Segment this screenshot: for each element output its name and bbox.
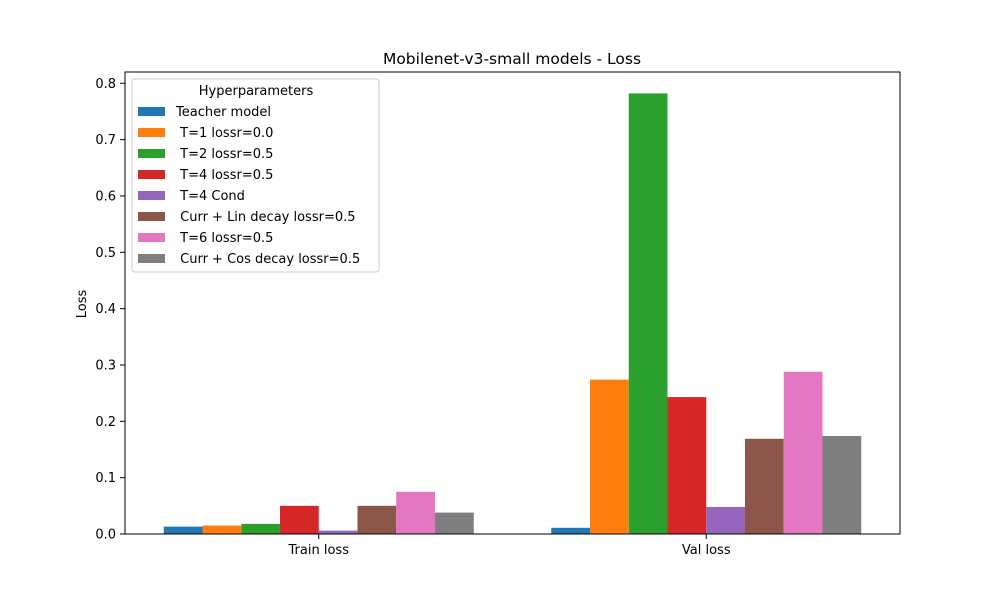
legend-box — [131, 78, 380, 273]
x-tick-label: Train loss — [288, 543, 350, 558]
y-tick-label: 0.4 — [95, 302, 116, 317]
bar-train-loss-series-5 — [357, 505, 397, 534]
bars-group — [163, 93, 862, 534]
legend-title: Hyperparameters — [199, 84, 314, 99]
legend-swatch — [138, 233, 165, 242]
legend-label: T=6 lossr=0.5 — [176, 231, 273, 246]
legend-label: T=4 lossr=0.5 — [176, 168, 273, 183]
y-axis-ticks: 0.0 0.1 0.2 0.3 0.4 0.5 0.6 0.7 0.8 — [95, 77, 125, 543]
y-tick-label: 0.6 — [95, 189, 116, 204]
bar-val-loss-series-2 — [628, 93, 668, 534]
bar-val-loss-series-6 — [783, 371, 823, 534]
y-tick-label: 0.5 — [95, 246, 116, 261]
bar-train-loss-series-2 — [241, 523, 280, 534]
plot-frame — [124, 71, 901, 535]
x-axis-ticks: Train loss Val loss — [288, 534, 731, 558]
chart-title: Mobilenet-v3-small models - Loss — [383, 50, 641, 68]
y-tick-label: 0.0 — [95, 528, 116, 543]
y-axis-label: Loss — [75, 290, 90, 319]
legend-swatch — [138, 191, 165, 200]
legend-items: Teacher model T=1 lossr=0.0 T=2 lossr=0.… — [138, 105, 360, 267]
bar-val-loss-series-5 — [745, 438, 784, 534]
y-tick-label: 0.3 — [95, 358, 116, 373]
y-tick-label: 0.7 — [95, 133, 116, 148]
legend-swatch — [138, 170, 165, 179]
legend-swatch — [138, 107, 165, 116]
bar-val-loss-series-3 — [667, 397, 707, 534]
y-tick-label: 0.2 — [95, 415, 116, 430]
bar-train-loss-series-7 — [435, 512, 474, 534]
y-tick-label: 0.8 — [95, 77, 116, 92]
bar-val-loss-series-0 — [551, 527, 590, 534]
x-tick-label: Val loss — [682, 543, 731, 558]
legend-label: T=2 lossr=0.5 — [176, 147, 273, 162]
bar-val-loss-series-1 — [590, 379, 629, 534]
bar-val-loss-series-4 — [706, 506, 745, 534]
legend-label: Curr + Cos decay lossr=0.5 — [176, 252, 360, 267]
legend-swatch — [138, 212, 165, 221]
bar-train-loss-series-4 — [318, 530, 358, 534]
legend-label: Curr + Lin decay lossr=0.5 — [176, 210, 356, 225]
y-tick-label: 0.1 — [95, 471, 116, 486]
legend-label: Teacher model — [175, 105, 271, 120]
bar-train-loss-series-1 — [202, 525, 242, 534]
legend-swatch — [138, 149, 165, 158]
legend-swatch — [138, 128, 165, 137]
legend-swatch — [138, 254, 165, 263]
bar-val-loss-series-7 — [822, 435, 862, 534]
bar-train-loss-series-0 — [163, 526, 203, 534]
legend-label: T=4 Cond — [176, 189, 245, 204]
bar-train-loss-series-6 — [396, 491, 435, 534]
legend: Hyperparameters Teacher model T=1 lossr=… — [131, 78, 380, 273]
bar-train-loss-series-3 — [280, 505, 319, 534]
legend-label: T=1 lossr=0.0 — [176, 126, 273, 141]
